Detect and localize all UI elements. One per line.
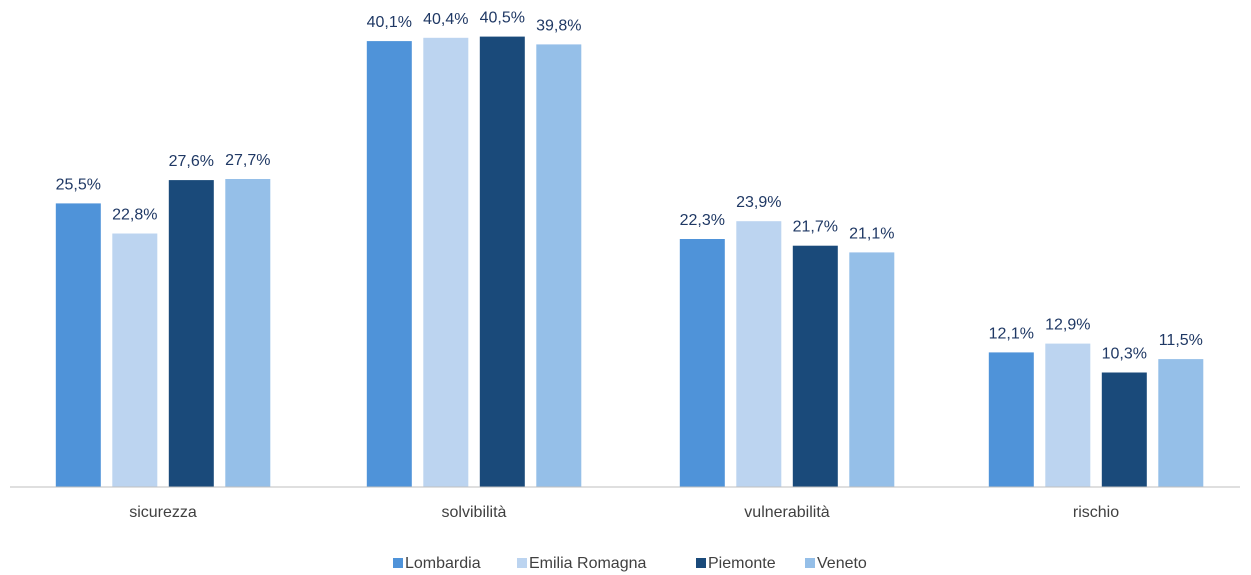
value-label: 27,6% (169, 153, 214, 170)
value-labels-group: 25,5% 22,8% 27,6% 27,7% 40,1% 40,4% 40,5% 39,8%… (56, 10, 1203, 363)
bar-vulnerabilità-lombardia (679, 239, 725, 487)
bars-group (55, 36, 1204, 488)
bar-rischio-veneto (1158, 359, 1204, 487)
bar-solvibilità-lombardia (366, 41, 412, 487)
bar-rischio-piemonte (1101, 372, 1147, 487)
legend-label-veneto: Veneto (817, 555, 867, 572)
bar-sicurezza-piemonte (168, 180, 214, 487)
bar-vulnerabilità-veneto (849, 252, 895, 487)
legend: Lombardia Emilia Romagna Piemonte Veneto (393, 555, 867, 572)
value-label: 25,5% (56, 176, 101, 193)
bar-solvibilità-piemonte (479, 36, 525, 487)
value-label: 40,1% (367, 14, 412, 31)
bar-rischio-emilia-romagna (1045, 343, 1091, 487)
legend-swatch-veneto (805, 558, 815, 568)
category-label-2: vulnerabilità (744, 504, 829, 521)
value-label: 21,1% (849, 225, 894, 242)
value-label: 22,8% (112, 207, 157, 224)
value-label: 23,9% (736, 194, 781, 211)
legend-label-piemonte: Piemonte (708, 555, 776, 572)
value-label: 11,5% (1159, 332, 1203, 349)
legend-swatch-emilia-romagna (517, 558, 527, 568)
category-labels-group: sicurezza solvibilità vulnerabilità rischio (129, 504, 1119, 521)
bar-vulnerabilità-piemonte (792, 245, 838, 487)
legend-swatch-piemonte (696, 558, 706, 568)
bar-sicurezza-emilia-romagna (112, 233, 158, 487)
legend-swatch-lombardia (393, 558, 403, 568)
value-label: 39,8% (536, 17, 581, 34)
value-label: 21,7% (793, 219, 838, 236)
category-label-0: sicurezza (129, 504, 197, 521)
value-label: 12,1% (989, 325, 1034, 342)
bar-solvibilità-emilia-romagna (423, 37, 469, 488)
category-label-1: solvibilità (442, 504, 507, 521)
value-label: 12,9% (1045, 317, 1090, 334)
value-label: 27,7% (225, 152, 270, 169)
category-label-3: rischio (1073, 504, 1119, 521)
bar-sicurezza-veneto (225, 179, 271, 487)
legend-label-emilia-romagna: Emilia Romagna (529, 555, 646, 572)
value-label: 40,5% (480, 10, 525, 27)
value-label: 10,3% (1102, 346, 1147, 363)
bar-rischio-lombardia (988, 352, 1034, 487)
legend-label-lombardia: Lombardia (405, 555, 481, 572)
value-label: 22,3% (680, 212, 725, 229)
value-label: 40,4% (423, 11, 468, 28)
bar-vulnerabilità-emilia-romagna (736, 221, 782, 487)
bar-sicurezza-lombardia (55, 203, 101, 487)
bar-solvibilità-veneto (536, 44, 582, 488)
